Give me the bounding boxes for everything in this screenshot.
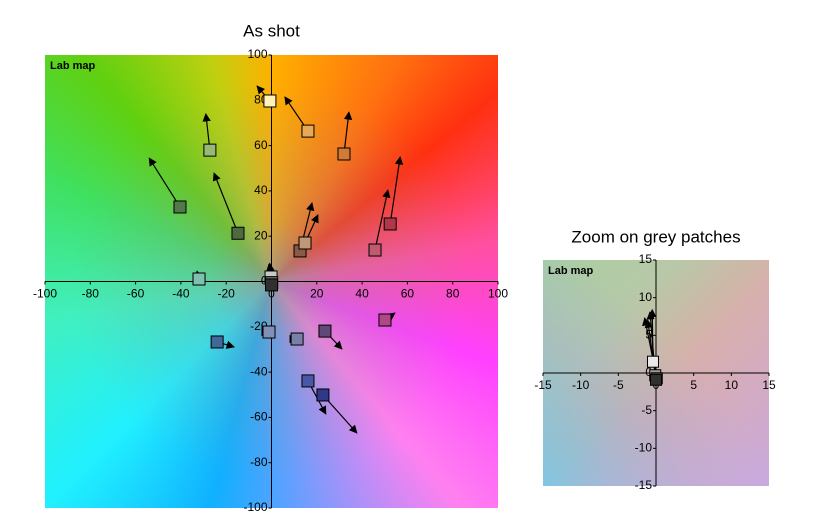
x-tick-label: -20 (218, 287, 236, 301)
y-tick-label: -80 (250, 455, 268, 469)
target-arrow (148, 157, 181, 208)
x-tick-label: 15 (762, 378, 776, 392)
patch (301, 124, 315, 138)
y-tick-label: 60 (254, 138, 268, 152)
patch (337, 147, 351, 161)
x-tick-label: -15 (534, 378, 552, 392)
x-tick-label: 0 (268, 287, 275, 301)
y-tick-label: -40 (250, 364, 268, 378)
patch (203, 143, 217, 157)
patch (383, 217, 397, 231)
y-tick-label: 10 (639, 290, 653, 304)
target-arrow (212, 172, 239, 234)
target-arrow (374, 189, 391, 251)
patch (262, 325, 276, 339)
x-tick-label: 100 (488, 287, 508, 301)
y-tick-label: 0 (261, 274, 268, 288)
y-tick-label: 40 (254, 183, 268, 197)
y-tick-label: 0 (645, 365, 652, 379)
x-tick-label: 10 (725, 378, 739, 392)
y-tick-label: 100 (247, 47, 267, 61)
x-tick-label: -10 (572, 378, 590, 392)
y-tick-label: -5 (641, 403, 652, 417)
y-tick-label: 20 (254, 228, 268, 242)
x-tick-label: 5 (690, 378, 697, 392)
patch (173, 200, 187, 214)
patch (318, 324, 332, 338)
patch (378, 313, 392, 327)
patch (290, 332, 304, 346)
patch (301, 374, 315, 388)
patch (298, 236, 312, 250)
patch (210, 335, 224, 349)
patch (650, 373, 662, 386)
x-tick-label: 20 (310, 287, 324, 301)
target-arrow (389, 156, 404, 225)
y-tick-label: -60 (250, 410, 268, 424)
patch (368, 243, 382, 257)
x-tick-label: -5 (613, 378, 624, 392)
target-arrow (343, 111, 353, 155)
x-tick-label: -60 (127, 287, 145, 301)
patch (265, 278, 278, 292)
x-tick-label: 80 (446, 287, 460, 301)
x-tick-label: -80 (82, 287, 100, 301)
x-tick-label: 60 (401, 287, 415, 301)
y-tick-label: -15 (635, 478, 653, 492)
patch (316, 388, 330, 402)
x-tick-label: -40 (172, 287, 190, 301)
chart-title: Zoom on grey patches (571, 227, 740, 246)
patch (231, 226, 245, 240)
x-tick-label: -100 (33, 287, 57, 301)
y-tick-label: -100 (243, 500, 267, 514)
patch (263, 94, 277, 108)
x-tick-label: 40 (355, 287, 369, 301)
y-tick-label: 5 (645, 328, 652, 342)
plot-label: Lab map (548, 265, 594, 277)
y-tick-label: -10 (635, 441, 653, 455)
chart-title: As shot (243, 21, 300, 40)
patch (646, 355, 659, 368)
plot-label: Lab map (50, 60, 96, 72)
patch (192, 272, 206, 286)
y-tick-label: 15 (639, 252, 653, 266)
